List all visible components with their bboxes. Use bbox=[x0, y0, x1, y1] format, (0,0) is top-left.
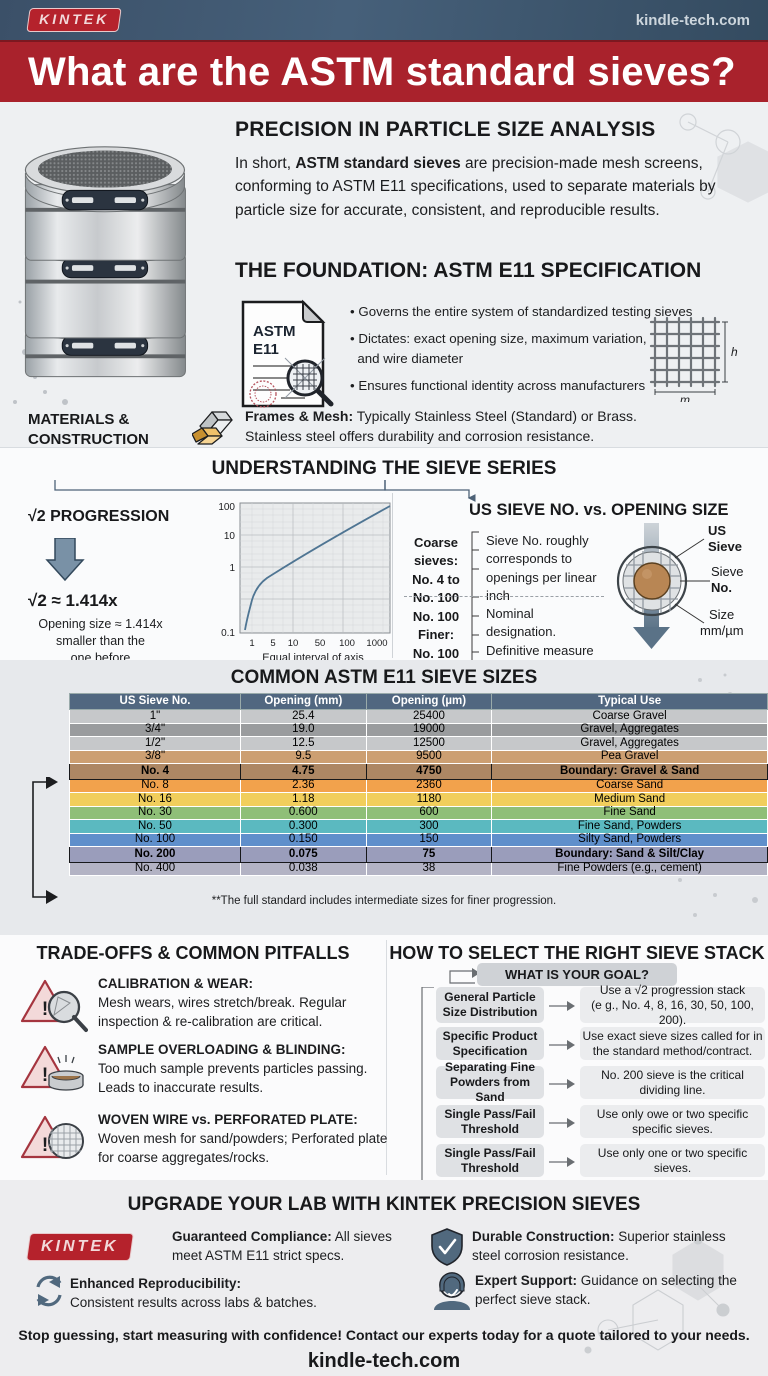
svg-text:ASTM: ASTM bbox=[253, 323, 296, 340]
svg-text:0.1: 0.1 bbox=[221, 628, 235, 639]
svg-text:US: US bbox=[708, 523, 726, 538]
svg-text:10: 10 bbox=[224, 531, 236, 542]
svg-text:5: 5 bbox=[270, 638, 275, 649]
svg-text:50: 50 bbox=[315, 638, 326, 649]
svg-text:Size: Size bbox=[709, 607, 734, 622]
svg-text:h: h bbox=[731, 345, 738, 359]
svg-text:E11: E11 bbox=[253, 341, 279, 358]
svg-text:Sieve: Sieve bbox=[708, 539, 742, 554]
svg-text:m: m bbox=[680, 393, 690, 402]
svg-text:!: ! bbox=[42, 1065, 48, 1086]
svg-text:100: 100 bbox=[339, 638, 355, 649]
svg-text:No.: No. bbox=[711, 580, 732, 595]
svg-text:Sieve: Sieve bbox=[711, 564, 744, 579]
svg-text:100: 100 bbox=[218, 502, 235, 513]
svg-text:1000: 1000 bbox=[366, 638, 387, 649]
svg-text:1: 1 bbox=[249, 638, 254, 649]
svg-text:!: ! bbox=[42, 999, 48, 1020]
svg-text:!: ! bbox=[42, 1135, 48, 1156]
svg-text:1: 1 bbox=[229, 563, 235, 574]
svg-text:mm/µm: mm/µm bbox=[700, 623, 744, 638]
svg-text:10: 10 bbox=[288, 638, 299, 649]
